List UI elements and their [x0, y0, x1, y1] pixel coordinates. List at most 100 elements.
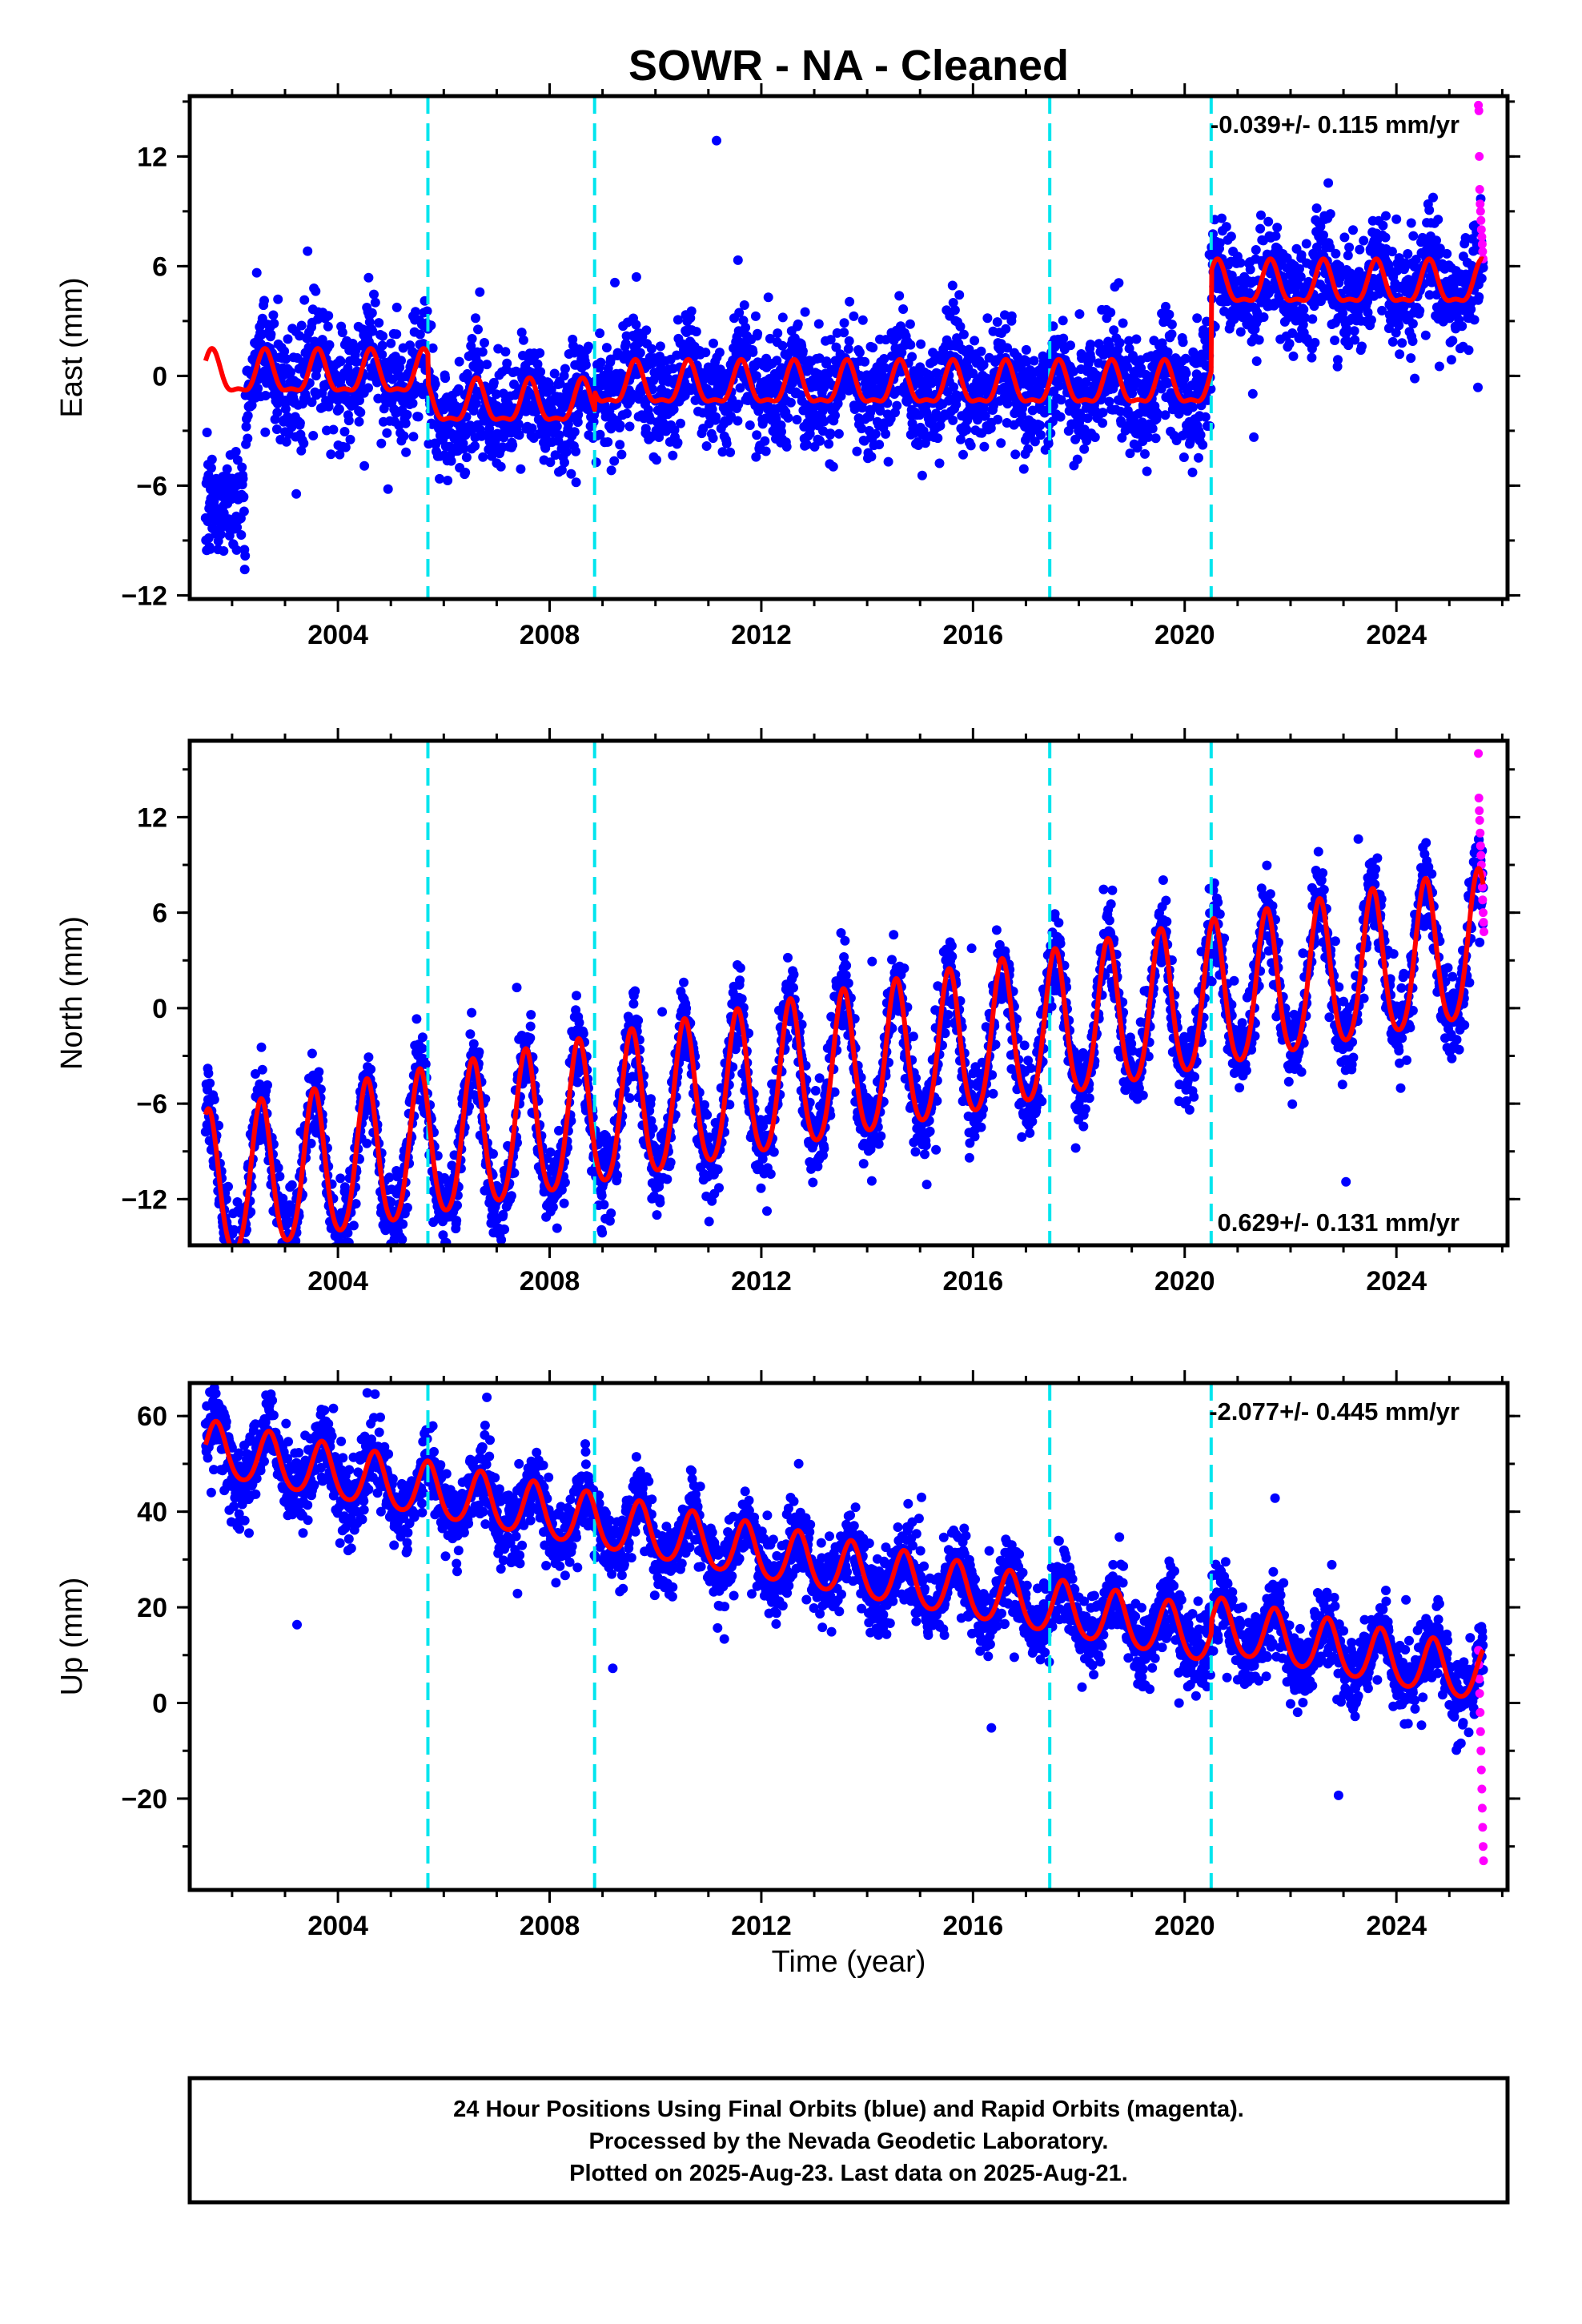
data-point — [1181, 368, 1191, 379]
data-point — [435, 473, 444, 484]
data-point — [1249, 432, 1259, 442]
data-point — [468, 1039, 479, 1049]
data-point — [474, 1047, 484, 1057]
data-point — [652, 455, 661, 465]
data-point — [263, 1080, 272, 1090]
data-point — [883, 456, 893, 467]
data-point — [374, 318, 384, 328]
data-point — [281, 436, 291, 447]
data-point — [760, 436, 770, 446]
data-point — [1380, 232, 1391, 243]
data-point — [383, 484, 393, 494]
data-point — [526, 1010, 536, 1020]
data-point — [234, 1250, 243, 1260]
data-point — [1349, 326, 1359, 336]
data-point — [1403, 249, 1413, 259]
data-point — [1424, 205, 1435, 215]
data-point — [1323, 178, 1334, 188]
data-point — [815, 436, 825, 446]
data-point — [343, 363, 353, 373]
data-point — [324, 340, 335, 350]
data-point — [622, 408, 632, 419]
data-point — [560, 364, 570, 374]
data-point — [836, 391, 846, 401]
data-point — [488, 377, 499, 388]
rapid-point — [1474, 106, 1484, 115]
data-point — [609, 456, 620, 466]
data-point — [933, 433, 943, 444]
chart-title: SOWR - NA - Cleaned — [628, 42, 1069, 90]
data-point — [317, 335, 327, 345]
data-point — [417, 1032, 428, 1043]
data-point — [561, 447, 572, 457]
data-point — [610, 277, 620, 287]
data-point — [556, 465, 567, 475]
data-point — [646, 344, 656, 354]
rapid-point — [1475, 185, 1484, 194]
data-point — [271, 424, 282, 434]
data-point — [240, 551, 251, 561]
data-point — [1195, 430, 1206, 440]
data-point — [833, 428, 844, 439]
data-point — [525, 1033, 536, 1043]
data-point — [673, 437, 683, 448]
data-point — [1331, 248, 1341, 259]
data-point — [792, 415, 802, 424]
data-point — [1164, 309, 1174, 320]
data-point — [1428, 192, 1438, 203]
data-point — [748, 347, 758, 357]
data-point — [1474, 292, 1484, 302]
data-point — [367, 308, 377, 318]
data-point — [323, 321, 333, 332]
x-tick-label-east-2016: 2016 — [943, 620, 1004, 650]
data-point — [257, 1064, 267, 1075]
data-point — [514, 430, 524, 440]
data-point — [323, 311, 334, 321]
data-point — [1307, 314, 1318, 324]
data-point — [460, 468, 471, 477]
data-point — [852, 446, 862, 456]
data-point — [1147, 424, 1158, 434]
data-point — [630, 986, 640, 996]
data-point — [452, 1216, 462, 1226]
data-point — [348, 1220, 359, 1231]
data-point — [518, 335, 528, 345]
data-point — [454, 356, 464, 367]
data-point — [396, 356, 406, 366]
data-point — [777, 340, 788, 351]
data-point — [235, 1252, 245, 1262]
data-point — [753, 328, 763, 339]
y-axis-label-east: East (mm) — [55, 277, 89, 417]
data-point — [397, 1234, 408, 1244]
data-point — [362, 1138, 372, 1148]
data-point — [225, 1268, 235, 1277]
data-point — [992, 317, 1002, 328]
data-point — [1245, 264, 1255, 275]
data-point — [205, 544, 215, 554]
data-point — [513, 419, 524, 429]
data-point — [1150, 433, 1161, 444]
data-point — [793, 319, 803, 329]
data-point — [303, 246, 313, 256]
data-point — [339, 427, 350, 436]
data-point — [668, 450, 678, 460]
data-point — [1178, 452, 1189, 462]
data-point — [307, 397, 317, 408]
data-point — [311, 286, 321, 296]
data-point — [412, 1014, 422, 1024]
data-point — [1296, 250, 1307, 260]
x-tick-label-east-2012: 2012 — [731, 620, 792, 650]
data-point — [797, 346, 808, 356]
data-point — [286, 1261, 295, 1271]
data-point — [500, 347, 511, 357]
data-point — [401, 447, 412, 457]
data-point — [1381, 211, 1391, 221]
data-point — [367, 326, 378, 336]
rapid-point — [1476, 215, 1486, 225]
data-point — [1339, 232, 1350, 243]
data-point — [337, 328, 347, 338]
data-point — [580, 360, 591, 370]
